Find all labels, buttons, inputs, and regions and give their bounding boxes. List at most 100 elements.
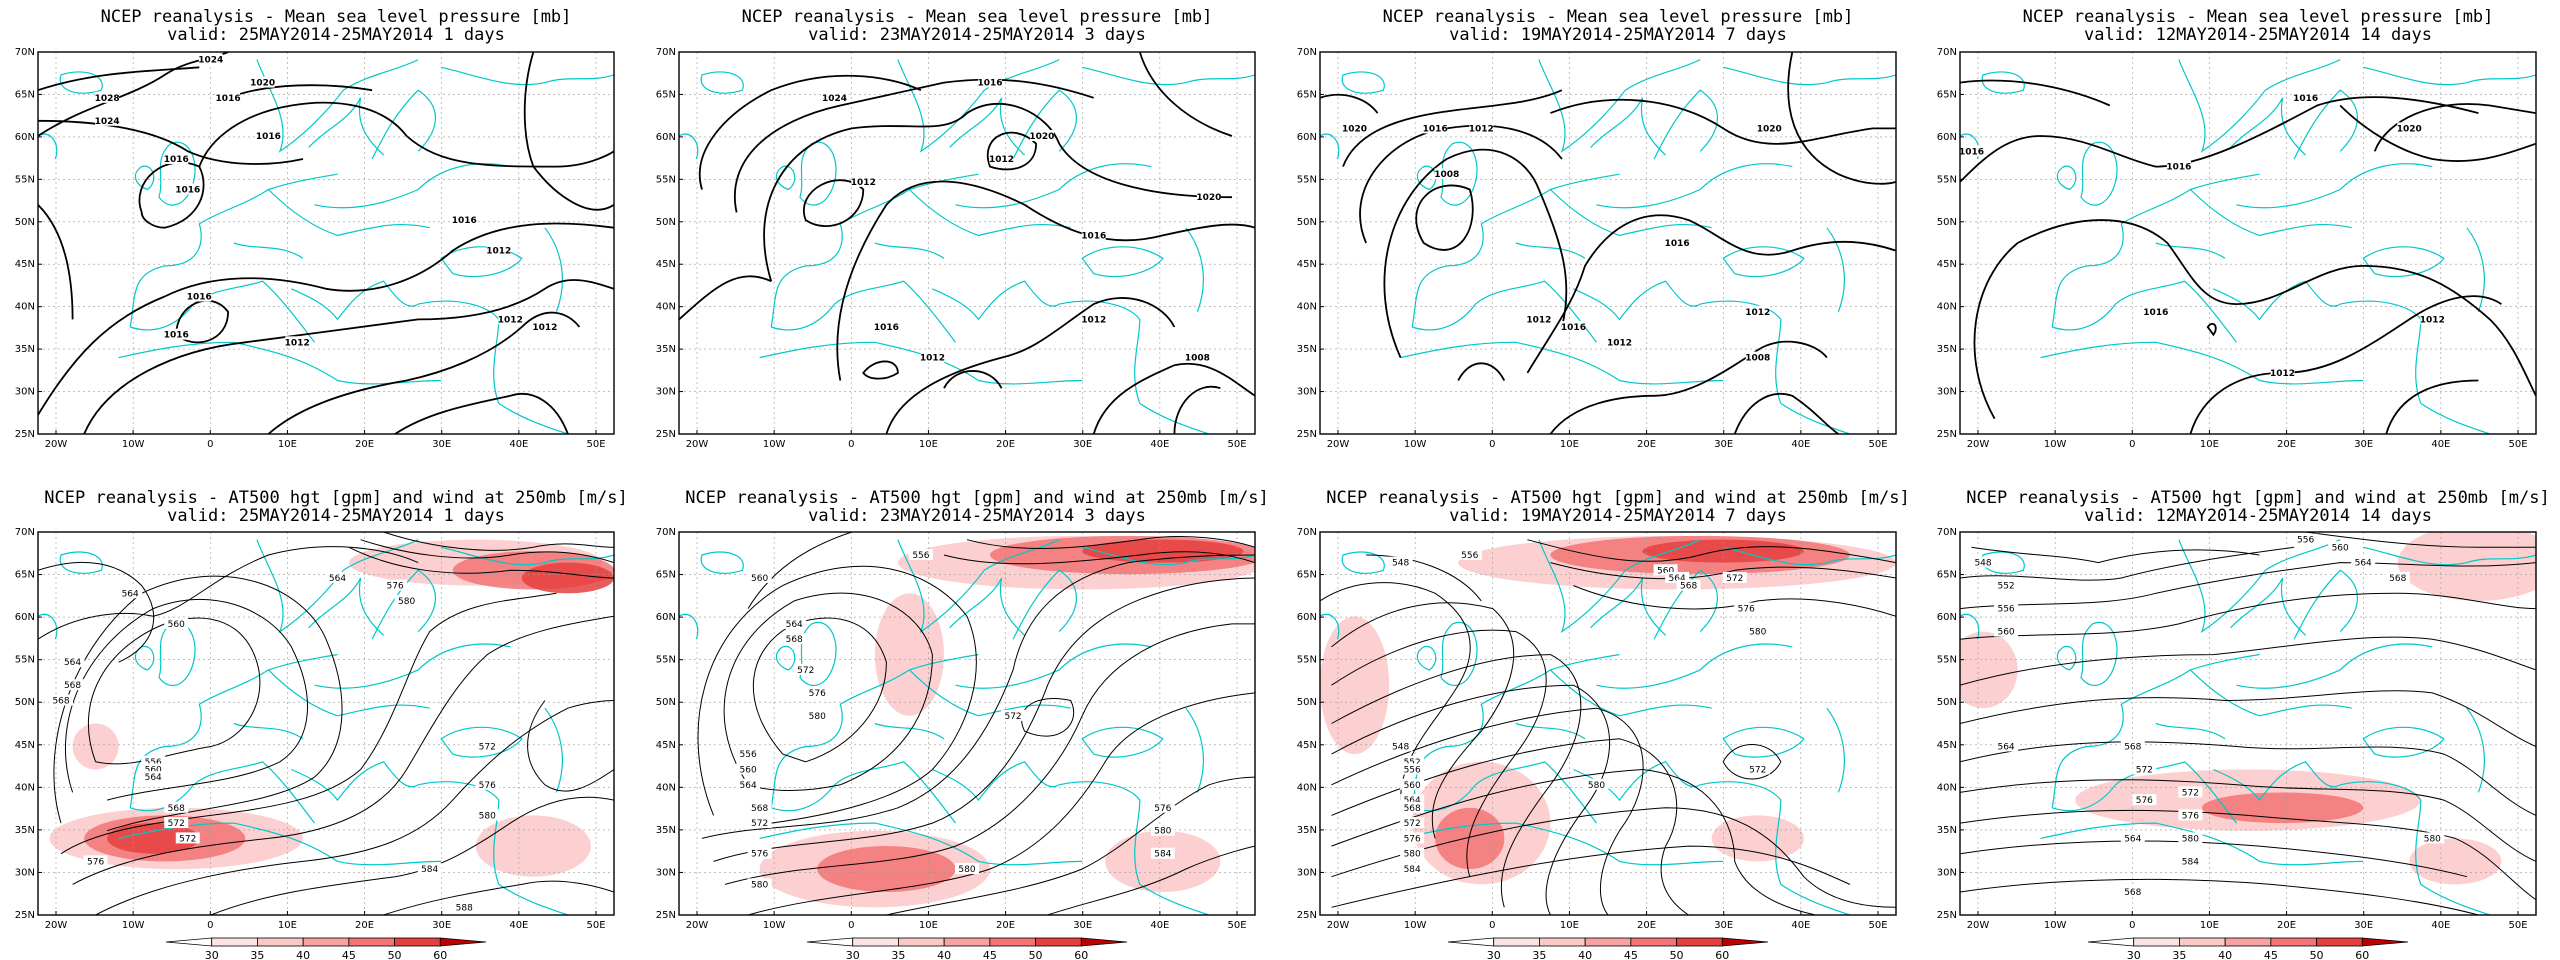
lon-tick-label: 10W — [2044, 920, 2067, 931]
isoline-contour — [697, 565, 977, 824]
contour-label: 1016 — [216, 94, 241, 104]
panel-title: NCEP reanalysis - AT500 hgt [gpm] and wi… — [1326, 488, 1909, 508]
contour-label-bg — [164, 801, 189, 813]
coastline — [1081, 726, 1164, 758]
lat-tick-label: 30N — [1937, 387, 1957, 398]
lon-tick-label: 0 — [207, 439, 213, 450]
contour-label: 1020 — [1757, 124, 1782, 134]
coastline — [291, 280, 419, 321]
coastline — [1549, 669, 1712, 717]
contour-label: 556 — [2297, 536, 2314, 546]
contour-label: 568 — [2389, 574, 2406, 584]
contour-label-bg — [1745, 305, 1770, 317]
contour-label-bg — [1653, 564, 1678, 576]
colorbar-high-arrow — [1721, 937, 1769, 947]
contour-label-bg — [1665, 237, 1690, 248]
contour-label: 1008 — [1745, 354, 1770, 364]
panel-valid-period: valid: 23MAY2014-25MAY2014 3 days — [808, 506, 1146, 526]
colorbar-segment — [898, 937, 945, 947]
contour-label: 580 — [1404, 850, 1421, 860]
contour-label: 1024 — [822, 94, 847, 104]
lon-tick-label: 50E — [2508, 920, 2527, 931]
coastline — [2230, 577, 2307, 636]
colorbar-low-arrow — [2087, 937, 2135, 947]
lat-tick-label: 65N — [1937, 570, 1957, 581]
contour-label: 568 — [64, 681, 81, 691]
lon-tick-label: 20W — [686, 920, 709, 931]
isoline-contour — [723, 592, 933, 791]
contour-label-bg — [1745, 351, 1770, 363]
coastline — [1826, 707, 1845, 793]
contour-label-bg — [2166, 160, 2191, 172]
contour-label: 580 — [2182, 834, 2199, 844]
lat-tick-label: 55N — [15, 655, 35, 666]
contour-label-bg — [851, 175, 876, 187]
coastline — [371, 89, 437, 160]
contour-label-bg — [475, 778, 500, 790]
isoline-contour — [1960, 546, 2295, 581]
lat-tick-label: 55N — [1297, 174, 1317, 185]
lon-tick-label: 10W — [1404, 920, 1427, 931]
wind-colorbar: 30 35 40 45 50 60 — [165, 937, 487, 960]
contour-label: 572 — [1726, 574, 1743, 584]
contour-label: 584 — [1154, 850, 1171, 860]
contour-label: 1016 — [978, 79, 1003, 89]
isoline-contour — [1342, 89, 1563, 167]
coastline — [1012, 89, 1078, 160]
wind-colorbar: 30 35 40 45 50 60 — [1447, 937, 1769, 960]
contour-label: 580 — [809, 712, 826, 722]
isoline-contour — [95, 700, 614, 915]
coastline — [1723, 66, 1896, 86]
contour-label: 1020 — [1196, 193, 1221, 203]
map-frame — [1959, 531, 2537, 916]
contour-label-bg — [383, 579, 408, 591]
colorbar-segment — [2270, 937, 2317, 947]
isoline-contour — [713, 577, 1255, 862]
panel-title: NCEP reanalysis - Mean sea level pressur… — [101, 7, 572, 27]
lat-tick-label: 70N — [15, 527, 35, 538]
contour-label: 572 — [797, 666, 814, 676]
contour-label: 572 — [168, 819, 185, 829]
lon-tick-label: 10W — [2044, 439, 2067, 450]
coastline — [1400, 341, 1724, 385]
isoline-contour — [836, 180, 1255, 381]
isoline-contour — [1415, 184, 1474, 251]
lat-tick-label: 45N — [15, 740, 35, 751]
map-area: 5645645685725765605645685565605645685725… — [38, 532, 614, 915]
contour-label: 1012 — [1745, 308, 1770, 318]
contour-label: 560 — [1404, 781, 1421, 791]
colorbar-low-arrow — [806, 937, 854, 947]
lat-tick-label: 40N — [1937, 782, 1957, 793]
coastline — [2420, 883, 2491, 915]
map-background — [679, 52, 1255, 434]
coastline — [2420, 402, 2491, 434]
contour-label: 580 — [398, 597, 415, 607]
lon-tick-label: 10E — [1560, 439, 1579, 450]
lon-tick-label: 30E — [1714, 920, 1733, 931]
isoline-contour — [1092, 362, 1255, 434]
contour-label: 572 — [2136, 765, 2153, 775]
contour-label-bg — [2178, 809, 2203, 821]
contour-label: 1016 — [874, 323, 899, 333]
contour-label-bg — [164, 328, 189, 340]
contour-label-bg — [1150, 847, 1175, 859]
colorbar-tick-label: 45 — [1624, 949, 1638, 960]
coastline — [1185, 227, 1204, 313]
contour-label-bg — [1971, 556, 1996, 568]
contour-label-bg — [1081, 313, 1106, 325]
coastline — [1416, 165, 1437, 191]
coastline — [874, 722, 945, 740]
contour-label: 576 — [387, 582, 404, 592]
contour-label: 576 — [87, 857, 104, 867]
contour-label-bg — [1722, 571, 1747, 583]
contour-label-bg — [1150, 824, 1175, 836]
lat-tick-label: 40N — [1937, 302, 1957, 313]
coastline — [441, 66, 614, 86]
panel-title: NCEP reanalysis - AT500 hgt [gpm] and wi… — [685, 488, 1268, 508]
coastline — [2189, 669, 2352, 717]
contour-label-bg — [1400, 832, 1425, 844]
contour-label-bg — [874, 321, 899, 333]
contour-label-bg — [95, 114, 120, 126]
coastline — [1081, 246, 1164, 278]
